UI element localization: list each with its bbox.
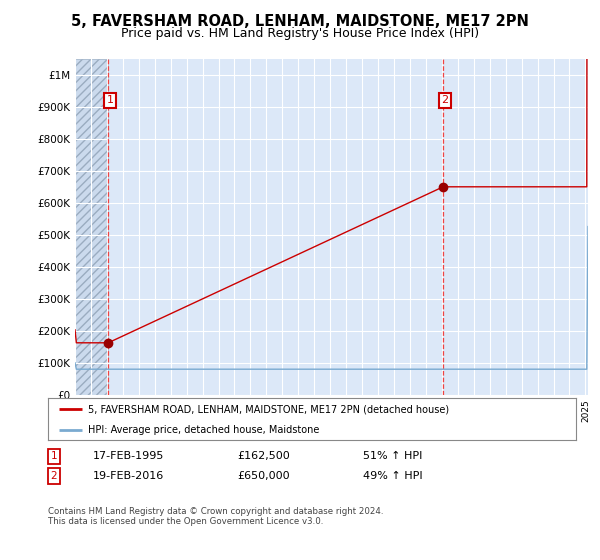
Text: 1: 1 [106, 95, 113, 105]
Text: £162,500: £162,500 [237, 451, 290, 461]
Text: 2: 2 [442, 95, 448, 105]
Bar [75, 59, 108, 395]
Text: HPI: Average price, detached house, Maidstone: HPI: Average price, detached house, Maid… [88, 426, 319, 435]
Text: 49% ↑ HPI: 49% ↑ HPI [363, 471, 422, 481]
Text: 5, FAVERSHAM ROAD, LENHAM, MAIDSTONE, ME17 2PN: 5, FAVERSHAM ROAD, LENHAM, MAIDSTONE, ME… [71, 14, 529, 29]
Bar [75, 59, 108, 395]
Text: Contains HM Land Registry data © Crown copyright and database right 2024.
This d: Contains HM Land Registry data © Crown c… [48, 507, 383, 526]
Text: 17-FEB-1995: 17-FEB-1995 [93, 451, 164, 461]
Text: Price paid vs. HM Land Registry's House Price Index (HPI): Price paid vs. HM Land Registry's House … [121, 27, 479, 40]
Text: 1: 1 [50, 451, 58, 461]
Text: £650,000: £650,000 [237, 471, 290, 481]
Text: 51% ↑ HPI: 51% ↑ HPI [363, 451, 422, 461]
Text: 19-FEB-2016: 19-FEB-2016 [93, 471, 164, 481]
Text: 2: 2 [50, 471, 58, 481]
Text: 5, FAVERSHAM ROAD, LENHAM, MAIDSTONE, ME17 2PN (detached house): 5, FAVERSHAM ROAD, LENHAM, MAIDSTONE, ME… [88, 404, 449, 414]
